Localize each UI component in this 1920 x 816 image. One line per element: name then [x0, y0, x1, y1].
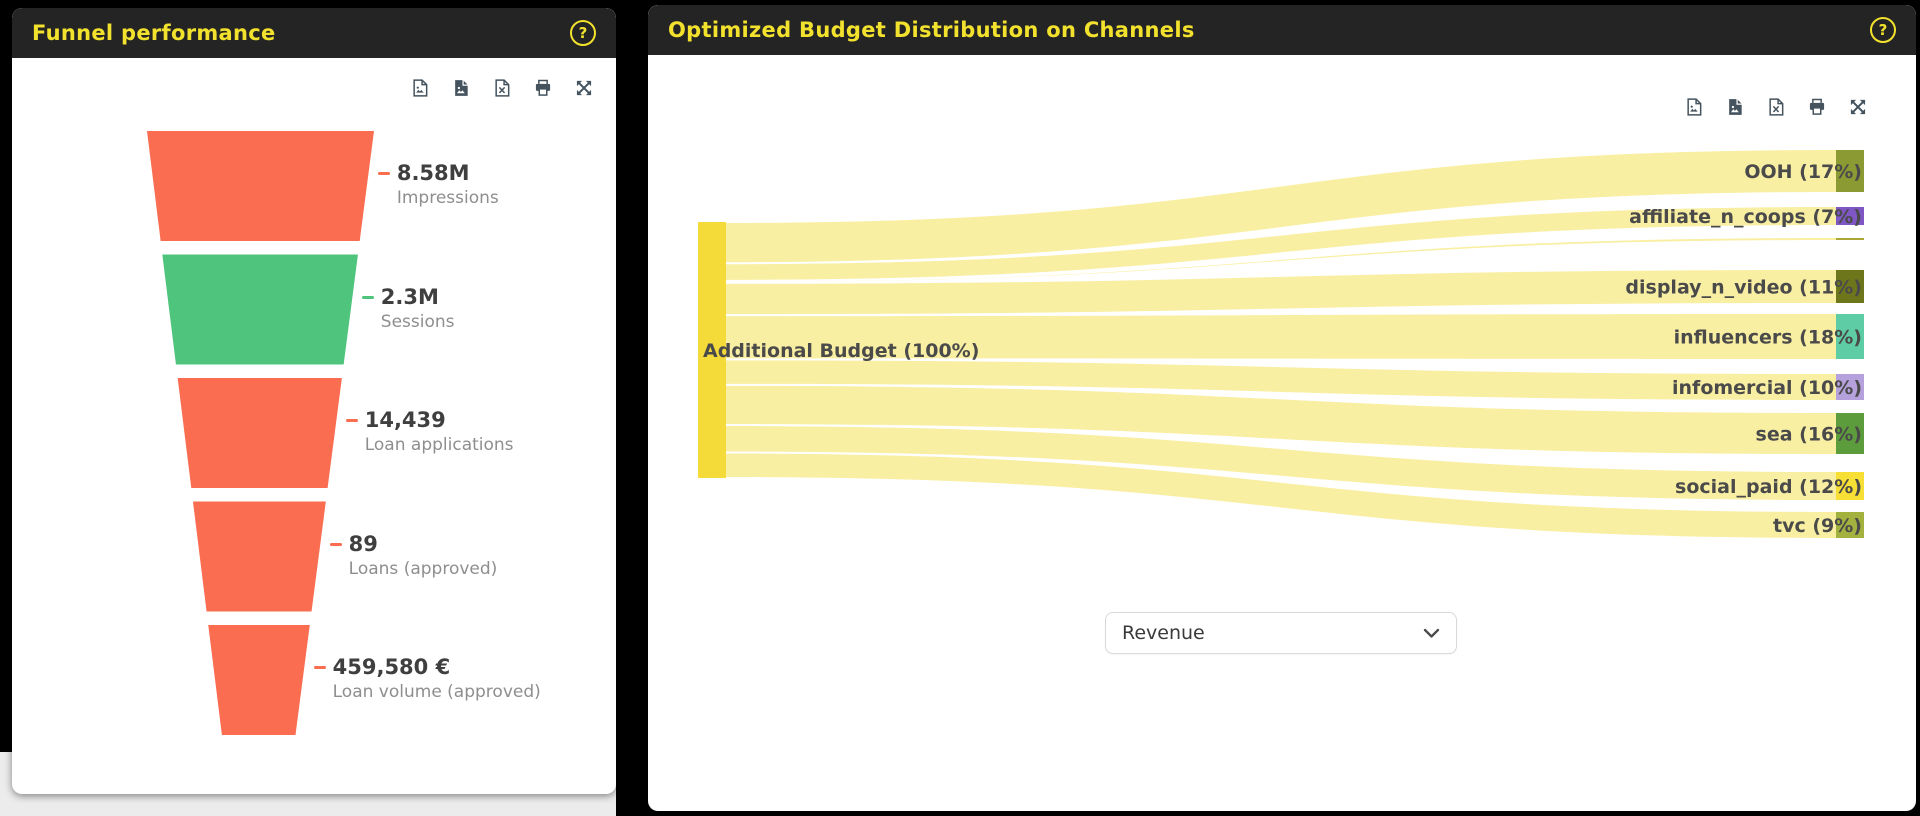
- funnel-tick: [329, 542, 342, 546]
- sankey-flow[interactable]: [726, 314, 1836, 359]
- funnel-panel: Funnel performance ? 8.58M Impressions 2.3…: [12, 8, 616, 794]
- funnel-svg: [147, 131, 374, 735]
- sankey-source-label: Additional Budget (100%): [703, 340, 979, 362]
- export-png-icon[interactable]: [410, 78, 430, 98]
- funnel-stage-value: 14,439: [364, 408, 446, 432]
- sankey-target-label: influencers (18%): [1674, 327, 1862, 349]
- print-icon[interactable]: [1807, 97, 1827, 117]
- funnel-stage-value: 459,580 €: [332, 655, 451, 679]
- funnel-tick: [313, 666, 326, 669]
- funnel-tick: [345, 419, 358, 422]
- funnel-tick: [377, 172, 390, 175]
- sankey-flow[interactable]: [726, 453, 1836, 538]
- sankey-flow[interactable]: [726, 270, 1836, 315]
- sankey-target-node[interactable]: [1836, 472, 1864, 500]
- sankey-target-node[interactable]: [1836, 207, 1864, 225]
- funnel-stage-name: Loan applications: [364, 435, 514, 455]
- funnel-stage-value: 89: [348, 531, 378, 556]
- sankey-flow[interactable]: [726, 385, 1836, 454]
- sankey-chart: Additional Budget (100%) OOH (17%) affilia…: [698, 150, 1864, 538]
- sankey-toolbar: [1684, 97, 1868, 117]
- sankey-target-label: tvc (9%): [1773, 515, 1862, 537]
- fullscreen-icon[interactable]: [574, 78, 594, 98]
- metric-dropdown-value: Revenue: [1122, 622, 1205, 644]
- funnel-stage-name: Loan volume (approved): [332, 682, 541, 702]
- sankey-target-node[interactable]: [1836, 512, 1864, 538]
- print-icon[interactable]: [533, 78, 553, 98]
- export-jpeg-icon[interactable]: [451, 78, 471, 98]
- sankey-target-node[interactable]: [1836, 150, 1864, 192]
- sankey-target-label: display_n_video (11%): [1625, 277, 1862, 299]
- export-xls-icon[interactable]: [1766, 97, 1786, 117]
- sankey-target-label: social_paid (12%): [1675, 476, 1862, 498]
- funnel-slice[interactable]: [192, 501, 326, 612]
- funnel-stage-name: Sessions: [380, 311, 455, 332]
- help-icon[interactable]: ?: [570, 20, 596, 46]
- export-xls-icon[interactable]: [492, 78, 512, 98]
- sankey-target-label: OOH (17%): [1744, 161, 1862, 183]
- sankey-target-node[interactable]: [1836, 374, 1864, 400]
- funnel-toolbar: [410, 78, 594, 98]
- sankey-target-node[interactable]: [1836, 314, 1864, 359]
- funnel-panel-header: Funnel performance ?: [12, 8, 616, 58]
- sankey-flow[interactable]: [726, 360, 1836, 400]
- funnel-panel-title: Funnel performance: [32, 21, 276, 45]
- funnel-stage-value: 2.3M: [380, 284, 439, 309]
- help-icon[interactable]: ?: [1870, 17, 1896, 43]
- sankey-target-label: affiliate_n_coops (7%): [1629, 206, 1862, 228]
- funnel-stage-label: 459,580 € Loan volume (approved): [313, 654, 541, 704]
- sankey-flow[interactable]: [726, 426, 1836, 500]
- sankey-source-node[interactable]: [698, 222, 726, 478]
- sankey-target-node[interactable]: [1836, 238, 1864, 240]
- funnel-slice[interactable]: [208, 625, 310, 735]
- funnel-stage-label: 14,439 Loan applications: [345, 407, 514, 457]
- funnel-stage-label: 2.3M Sessions: [361, 284, 455, 334]
- sankey-flow[interactable]: [726, 207, 1836, 280]
- funnel-slice[interactable]: [147, 131, 374, 241]
- metric-dropdown[interactable]: Revenue: [1105, 612, 1457, 654]
- sankey-target-label: infomercial (10%): [1672, 377, 1862, 399]
- chevron-down-icon: [1423, 628, 1440, 638]
- sankey-panel-header: Optimized Budget Distribution on Channel…: [648, 5, 1916, 55]
- fullscreen-icon[interactable]: [1848, 97, 1868, 117]
- funnel-chart: 8.58M Impressions 2.3M Sessions 14,439 Loan a…: [12, 128, 616, 768]
- funnel-slice[interactable]: [162, 254, 358, 365]
- funnel-stage-label: 89 Loans (approved): [329, 531, 498, 581]
- export-png-icon[interactable]: [1684, 97, 1704, 117]
- sankey-target-node[interactable]: [1836, 270, 1864, 303]
- sankey-flow[interactable]: [726, 150, 1836, 263]
- sankey-flow[interactable]: [726, 238, 1836, 282]
- funnel-tick: [361, 295, 374, 299]
- export-jpeg-icon[interactable]: [1725, 97, 1745, 117]
- funnel-slice[interactable]: [177, 378, 342, 488]
- funnel-stage-name: Impressions: [396, 188, 499, 208]
- sankey-panel-title: Optimized Budget Distribution on Channel…: [668, 18, 1195, 42]
- funnel-stage-label: 8.58M Impressions: [377, 160, 499, 210]
- sankey-target-node[interactable]: [1836, 413, 1864, 454]
- funnel-stage-name: Loans (approved): [348, 558, 498, 579]
- sankey-panel: Optimized Budget Distribution on Channel…: [648, 5, 1916, 811]
- funnel-stage-value: 8.58M: [396, 161, 470, 185]
- sankey-target-label: sea (16%): [1756, 424, 1862, 446]
